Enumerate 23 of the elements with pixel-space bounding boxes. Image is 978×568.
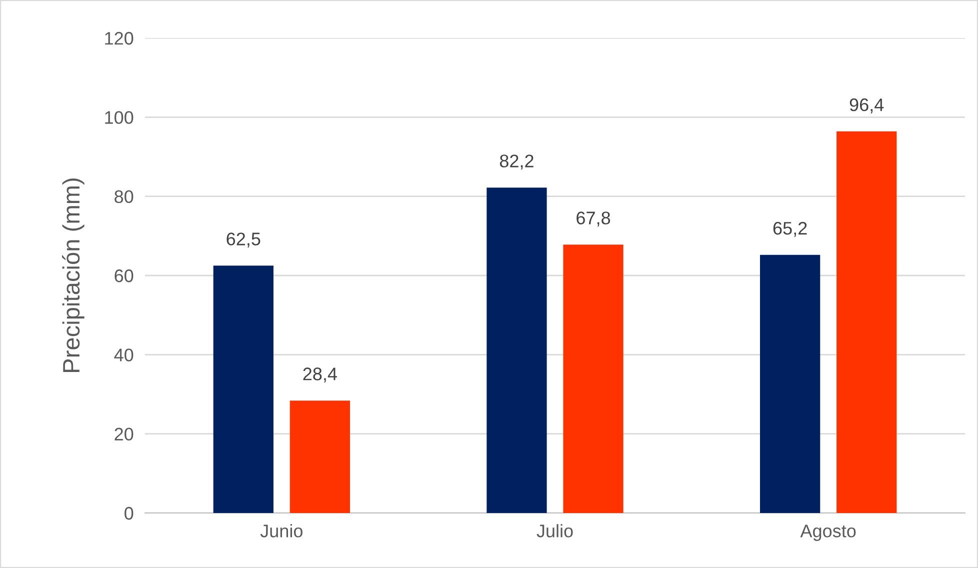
data-label: 67,8 [576,212,610,227]
x-tick-label: Agosto [800,524,856,541]
y-tick-label: 60 [114,269,134,282]
bar [486,188,547,513]
data-label: 28,4 [303,368,337,382]
bar [836,131,897,513]
y-axis-title: Precipitación (mm) [62,178,84,372]
x-tick-label: Junio [260,524,302,538]
bar [563,244,624,513]
y-tick-label: 120 [105,32,134,45]
data-label: 65,2 [773,222,807,237]
x-tick-label: Julio [536,524,573,538]
data-label: 82,2 [500,154,534,170]
bar [213,266,274,513]
y-tick-label: 20 [114,428,134,441]
bar [290,400,350,513]
y-tick-label: 40 [114,348,134,362]
data-label: 96,4 [850,98,884,114]
y-tick-label: 80 [114,190,134,204]
y-tick-label: 0 [124,506,134,520]
y-tick-label: 100 [105,111,134,124]
bar [760,254,820,513]
data-label: 62,5 [226,232,260,248]
